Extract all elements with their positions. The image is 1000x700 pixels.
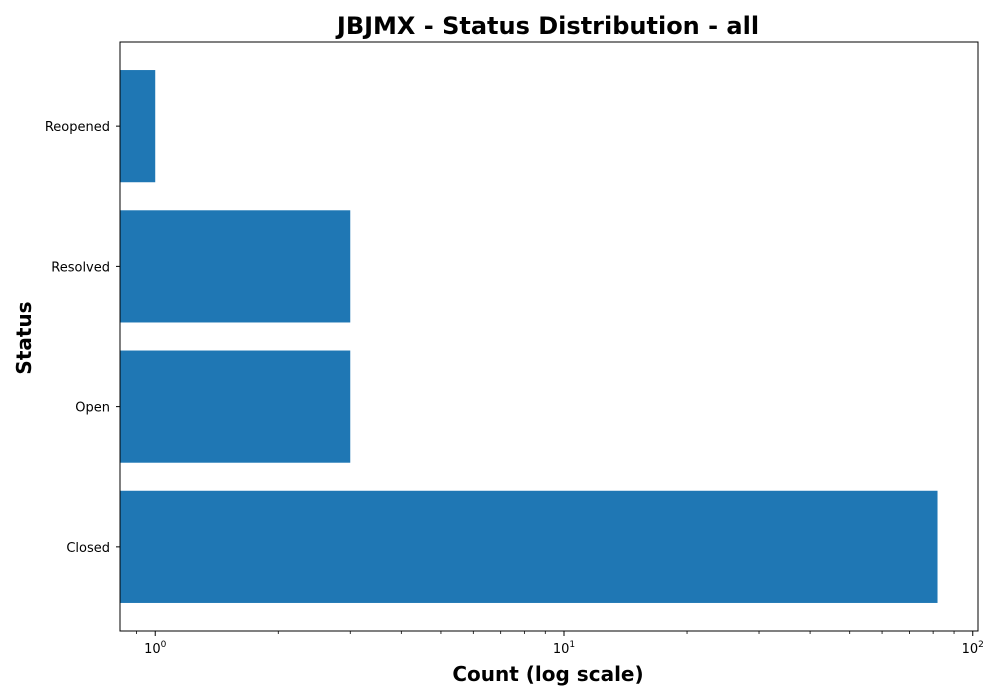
y-tick-label-resolved: Resolved: [51, 260, 110, 275]
x-tick-label: 100: [144, 640, 167, 657]
x-tick-exponent: 2: [978, 640, 984, 650]
x-tick-exponent: 0: [161, 640, 167, 650]
y-tick-label-open: Open: [75, 401, 110, 416]
bar-open: [120, 350, 351, 463]
plot-area: [119, 41, 979, 632]
bar-closed: [120, 490, 938, 603]
x-tick-exponent: 1: [569, 640, 575, 650]
x-axis: 100 101 102: [136, 631, 984, 657]
bar-reopened: [120, 70, 156, 183]
y-axis: Closed Open Resolved Reopened: [45, 120, 120, 556]
bars-group: [120, 70, 938, 603]
y-axis-label: Status: [12, 301, 36, 374]
bar-resolved: [120, 210, 351, 323]
y-tick-label-reopened: Reopened: [45, 120, 110, 135]
y-tick-label-closed: Closed: [66, 541, 110, 556]
x-tick-base: 10: [962, 642, 979, 657]
plot-frame: [119, 41, 979, 632]
x-axis-label: Count (log scale): [452, 662, 643, 686]
x-tick-base: 10: [144, 642, 161, 657]
x-tick-label: 101: [553, 640, 575, 657]
chart-title: JBJMX - Status Distribution - all: [335, 12, 759, 40]
x-tick-label: 102: [962, 640, 984, 657]
x-tick-base: 10: [553, 642, 570, 657]
